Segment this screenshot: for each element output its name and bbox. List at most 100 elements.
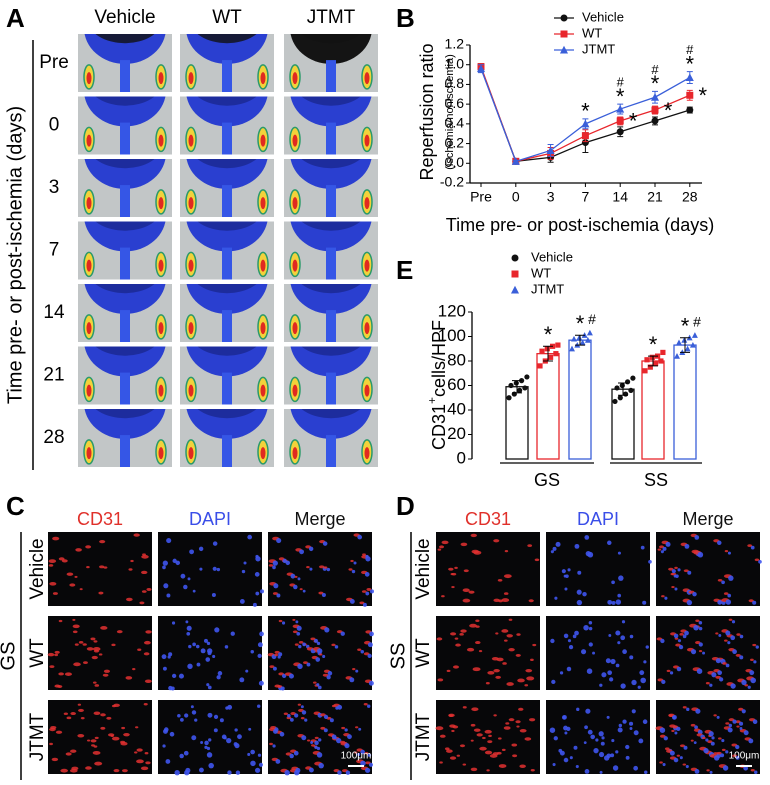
- marker: [576, 334, 583, 341]
- body: [290, 34, 372, 64]
- dapi-signal: [665, 541, 671, 547]
- cd31-signal: [58, 619, 63, 623]
- dapi-signal: [642, 719, 648, 724]
- dapi-signal: [347, 734, 352, 740]
- dapi-signal: [245, 669, 249, 673]
- cd31-signal: [449, 756, 457, 760]
- cd31-signal: [526, 676, 535, 681]
- dapi-signal: [360, 749, 365, 755]
- cd31-signal: [94, 736, 99, 740]
- significance-hash: #: [686, 42, 694, 57]
- x-tick-label: Pre: [470, 189, 492, 205]
- cd31-signal: [71, 766, 79, 771]
- dapi-signal: [617, 727, 623, 733]
- cd31-signal: [470, 739, 474, 742]
- dapi-signal: [721, 738, 725, 743]
- dapi-signal: [728, 723, 733, 728]
- paw-core: [260, 322, 266, 335]
- dapi-signal: [355, 669, 359, 673]
- laser-image: [78, 284, 172, 342]
- dapi-signal: [234, 743, 240, 749]
- cd31-signal: [100, 726, 106, 730]
- dapi-signal: [301, 735, 307, 741]
- dapi-signal: [752, 600, 757, 605]
- dapi-signal: [566, 726, 571, 732]
- marker: [619, 382, 625, 389]
- dapi-signal: [609, 677, 614, 682]
- cd31-signal: [666, 669, 671, 673]
- dapi-signal: [660, 638, 665, 644]
- tail: [222, 185, 232, 217]
- dapi-signal: [179, 753, 184, 759]
- dapi-signal: [196, 662, 201, 667]
- cd31-signal: [141, 570, 148, 575]
- marker: [647, 364, 653, 370]
- dapi-signal: [257, 704, 261, 708]
- cd31-signal: [78, 708, 84, 713]
- cd31-signal: [341, 726, 346, 730]
- marker: [511, 270, 519, 278]
- dapi-signal: [316, 683, 320, 687]
- dapi-signal: [611, 580, 615, 585]
- row-label: 21: [43, 365, 64, 386]
- significance-star: *: [681, 314, 690, 339]
- dapi-signal: [550, 638, 555, 644]
- dapi-signal: [259, 589, 264, 594]
- micrograph: [435, 700, 540, 774]
- cd31-signal: [121, 726, 126, 730]
- dapi-signal: [663, 736, 668, 741]
- paw-core: [188, 72, 194, 85]
- dapi-signal: [552, 546, 557, 551]
- cd31-signal: [659, 761, 663, 764]
- dapi-signal: [588, 621, 593, 625]
- dapi-signal: [676, 666, 682, 672]
- body: [186, 34, 268, 64]
- cd31-signal: [460, 542, 468, 547]
- micrograph: [158, 700, 264, 776]
- dapi-signal: [629, 634, 634, 639]
- cd31-signal: [493, 598, 500, 603]
- cd31-signal: [724, 639, 728, 642]
- paw-core: [260, 384, 266, 397]
- dapi-signal: [315, 657, 321, 662]
- dapi-signal: [669, 671, 674, 675]
- dapi-signal: [605, 658, 611, 664]
- tail: [326, 372, 336, 405]
- body: [186, 409, 268, 439]
- dapi-signal: [735, 744, 740, 750]
- dapi-signal: [190, 705, 194, 709]
- dapi-signal: [290, 717, 294, 722]
- cd31-signal: [100, 713, 106, 717]
- dapi-signal: [674, 731, 678, 735]
- dapi-signal: [297, 663, 303, 669]
- paw-core: [260, 447, 266, 460]
- paw-core: [292, 259, 298, 272]
- marker: [686, 106, 694, 114]
- group-label: GS: [0, 642, 19, 671]
- dapi-signal: [576, 599, 583, 606]
- scale-bar-label: 100μm: [341, 751, 372, 762]
- paw-core: [260, 72, 266, 85]
- cd31-signal: [459, 633, 464, 636]
- cd31-signal: [476, 733, 483, 737]
- bar: [673, 344, 697, 460]
- significance-hash: #: [651, 62, 659, 77]
- cd31-signal: [57, 685, 63, 688]
- cd31-signal: [146, 588, 152, 591]
- cd31-signal: [450, 573, 454, 576]
- paw-core: [292, 197, 298, 210]
- cd31-signal: [512, 754, 518, 758]
- cd31-signal: [128, 568, 133, 571]
- marker: [686, 91, 694, 99]
- cd31-signal: [58, 672, 64, 676]
- dapi-signal: [289, 753, 294, 759]
- dapi-signal: [711, 736, 715, 740]
- dapi-signal: [217, 671, 223, 676]
- micrograph: 100μm: [268, 700, 374, 776]
- dapi-signal: [643, 660, 647, 664]
- dapi-signal: [250, 749, 255, 755]
- y-axis-title-main: CD31: [429, 404, 449, 450]
- dapi-signal: [281, 621, 286, 625]
- dapi-signal: [219, 718, 224, 723]
- dapi-signal: [730, 683, 736, 689]
